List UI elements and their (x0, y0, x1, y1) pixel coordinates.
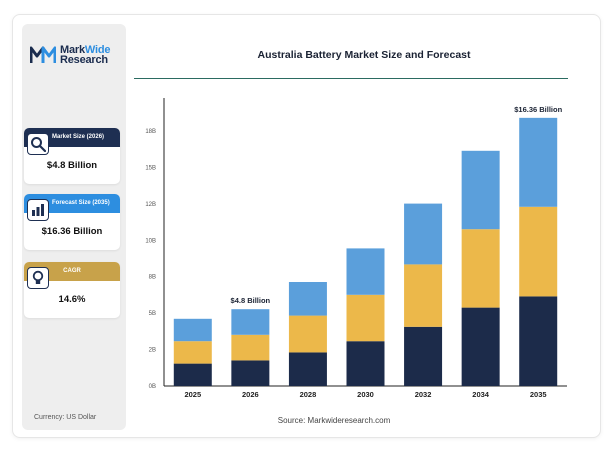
bar-segment (404, 203, 443, 265)
x-tick-label: 2028 (300, 390, 317, 399)
y-tick-label: 0B (149, 384, 156, 390)
y-tick-label: 8B (149, 275, 156, 281)
stacked-bar-chart: 0B 2B 5B 8B 10B 12B 15B 18B 2025 2026 $4.8 Billion… (145, 98, 567, 399)
stat-card-cagr: CAGR 14.6% (24, 262, 120, 318)
logo-word-wide: Wide (84, 44, 111, 56)
bar-segment (173, 341, 212, 364)
y-tick-label: 5B (149, 311, 156, 317)
y-tick-label: 15B (145, 165, 156, 171)
y-tick-label: 10B (145, 238, 156, 244)
bar-segment (173, 318, 212, 342)
bar-segment (519, 206, 558, 297)
data-label: $4.8 Billion (231, 296, 271, 305)
stat-value: $4.8 Billion (46, 160, 98, 171)
logo-word-research: Research (60, 54, 108, 66)
source-note: Source: Markwideresearch.com (277, 416, 391, 425)
bar-segment (288, 315, 327, 353)
data-label: $16.36 Billion (514, 105, 562, 114)
bar-segment (461, 229, 500, 308)
x-tick-label: 2035 (530, 390, 547, 399)
bar-segment (519, 117, 558, 207)
stat-value: 14.6% (58, 294, 86, 305)
bar-segment (404, 326, 443, 386)
bar-segment (231, 309, 270, 335)
chart-title: Australia Battery Market Size and Foreca… (257, 49, 471, 61)
x-tick-label: 2026 (242, 390, 259, 399)
brand-logo: MarkWide Research (30, 44, 126, 70)
bar-chart-icon (27, 199, 49, 221)
currency-note: Currency: US Dollar (34, 414, 97, 421)
bar-segment (346, 341, 385, 386)
magnifier-icon (27, 133, 49, 155)
x-tick-label: 2032 (415, 390, 432, 399)
stat-value: $16.36 Billion (41, 226, 103, 237)
logo-wordmark: MarkWide Research (60, 44, 111, 66)
logo-word-mark: Mark (60, 44, 85, 56)
logo-mark-icon (30, 46, 56, 63)
lightbulb-icon (27, 267, 49, 289)
x-tick-label: 2025 (184, 390, 201, 399)
stat-card-market-size: Market Size (2026) $4.8 Billion (24, 128, 120, 184)
y-tick-label: 12B (145, 202, 156, 208)
bar-segment (404, 264, 443, 327)
stat-card-forecast-size: Forecast Size (2035) $16.36 Billion (24, 194, 120, 250)
y-tick-label: 18B (145, 129, 156, 135)
bar-segment (231, 334, 270, 361)
bar-segment (519, 296, 558, 386)
bar-segment (173, 363, 212, 386)
bar-segment (461, 307, 500, 386)
bar-segment (231, 360, 270, 386)
bar-segment (288, 352, 327, 386)
bar-segment (346, 294, 385, 342)
x-tick-label: 2034 (472, 390, 490, 399)
bar-segment (461, 150, 500, 230)
y-tick-label: 2B (149, 348, 156, 354)
bar-segment (346, 248, 385, 295)
x-tick-label: 2030 (357, 390, 374, 399)
title-divider (134, 78, 568, 79)
bar-segment (288, 282, 327, 316)
